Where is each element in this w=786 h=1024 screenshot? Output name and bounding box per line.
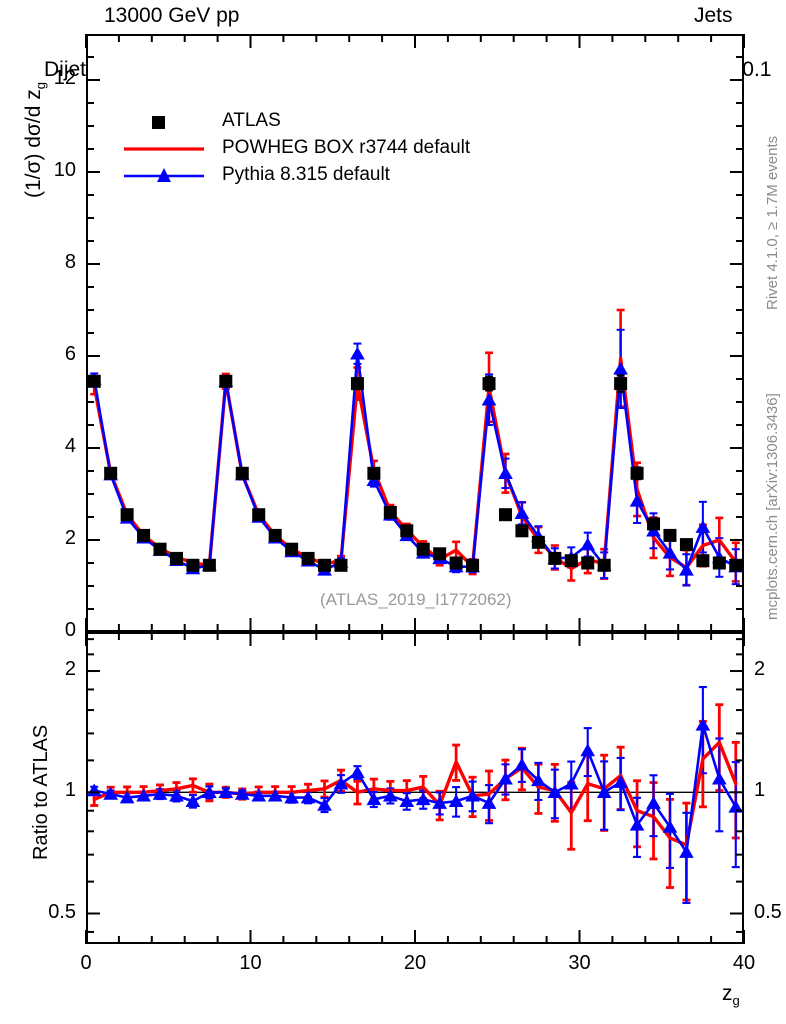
legend-label-pythia: Pythia 8.315 default [222,164,390,185]
y-tick-ratio-0.5: 0.5 [48,900,76,923]
y-tick-main-6: 6 [64,343,76,365]
y-tick-main-8: 8 [64,251,76,273]
legend-item-atlas[interactable]: ATLAS [118,108,538,135]
legend: ATLAS POWHEG BOX r3744 default Pythia 8.… [118,108,538,189]
legend-item-pythia[interactable]: Pythia 8.315 default [118,162,538,189]
legend-key-triangle-blue [118,162,214,189]
legend-key-square [118,108,214,135]
y-tick-main-4: 4 [64,435,76,457]
y-tick-main-10: 10 [53,159,76,181]
legend-label-powheg: POWHEG BOX r3744 default [222,137,471,158]
x-tick-10: 10 [239,952,262,974]
header-right: Jets [694,4,733,27]
x-axis-label: zg [722,982,740,1008]
y-tick-main-0: 0 [64,619,76,641]
y-tick-ratio-right-1: 1 [754,779,766,802]
legend-label-atlas: ATLAS [222,110,281,131]
y-tick-main-12: 12 [53,67,76,89]
legend-key-line-red [118,135,214,162]
x-tick-40: 40 [732,952,756,974]
y-tick-ratio-2: 2 [64,658,76,681]
x-tick-30: 30 [568,952,591,974]
x-axis-label-sub: g [732,993,740,1009]
y-tick-ratio-right-2: 2 [754,658,766,681]
y-tick-main-2: 2 [64,527,76,549]
x-tick-0: 0 [80,952,92,974]
analysis-watermark: (ATLAS_2019_I1772062) [320,590,512,609]
x-axis-label-text: z [722,982,733,1005]
y-tick-ratio-1: 1 [64,779,76,802]
header-left: 13000 GeV pp [104,4,240,27]
y-tick-ratio-right-0.5: 0.5 [754,900,782,923]
legend-item-powheg[interactable]: POWHEG BOX r3744 default [118,135,538,162]
x-tick-20: 20 [403,952,427,974]
